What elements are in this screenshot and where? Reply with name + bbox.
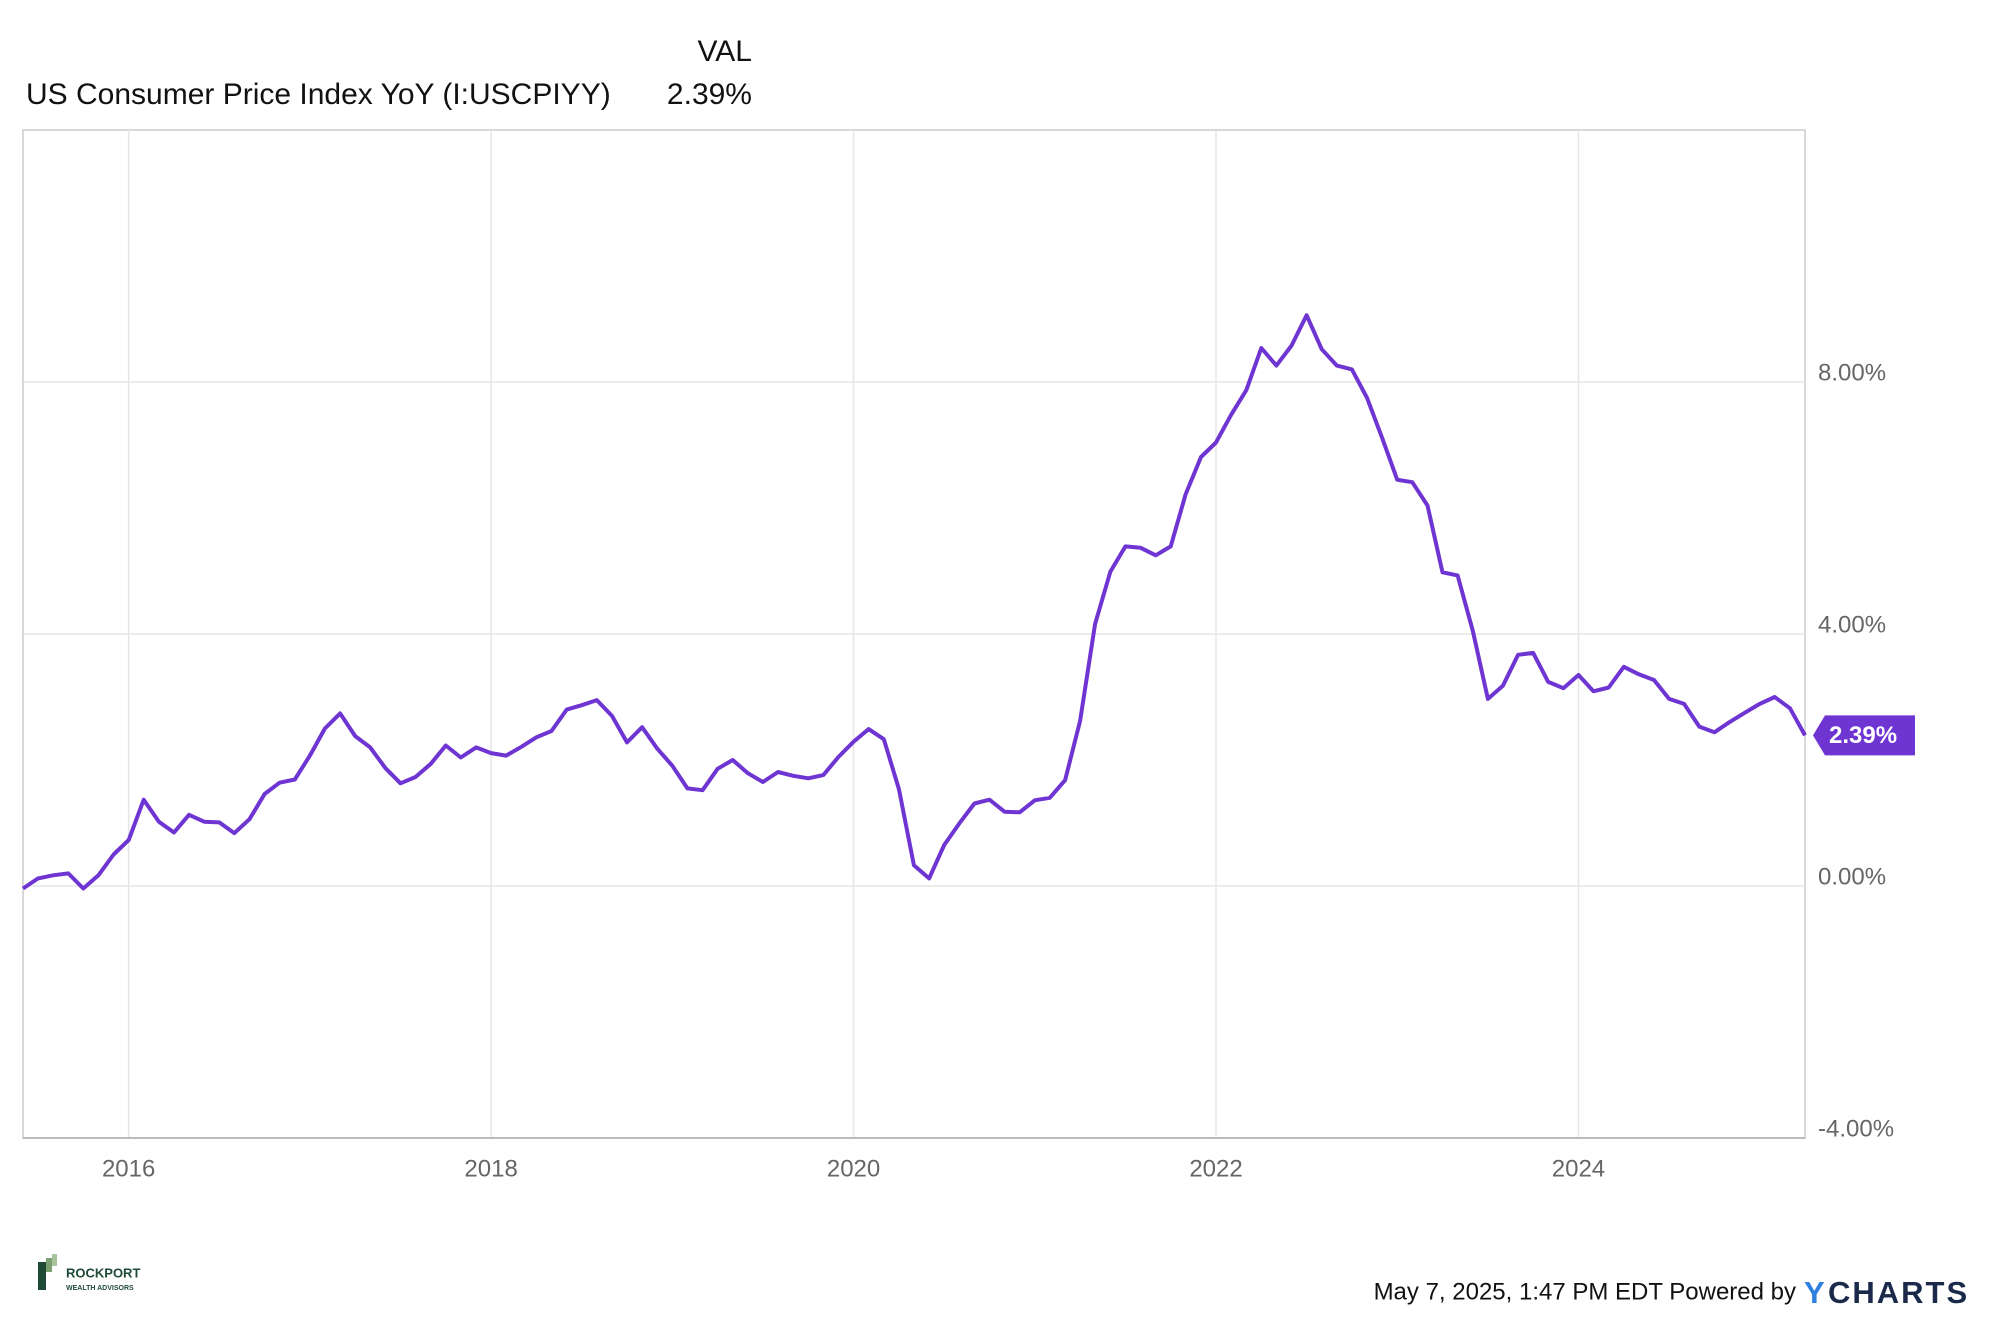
brand-rest: CHARTS bbox=[1828, 1275, 1969, 1310]
y-tick-label: 0.00% bbox=[1818, 863, 1886, 890]
x-tick-label: 2018 bbox=[464, 1155, 517, 1182]
y-tick-label: -4.00% bbox=[1818, 1115, 1894, 1142]
x-tick-label: 2024 bbox=[1552, 1155, 1605, 1182]
series-line bbox=[21, 313, 1807, 891]
logo: ROCKPORT WEALTH ADVISORS bbox=[38, 1254, 140, 1292]
logo-bar bbox=[52, 1254, 57, 1266]
logo-bar bbox=[46, 1258, 52, 1272]
brand-y: Y bbox=[1804, 1275, 1825, 1310]
series-name: US Consumer Price Index YoY (I:USCPIYY) bbox=[26, 78, 611, 111]
y-tick-label: 4.00% bbox=[1818, 611, 1886, 638]
footer: May 7, 2025, 1:47 PM EDT Powered by bbox=[1374, 1278, 1796, 1305]
x-tick-label: 2020 bbox=[827, 1155, 880, 1182]
value-tag bbox=[1813, 715, 1915, 756]
logo-name: ROCKPORT bbox=[66, 1265, 140, 1280]
latest-value: 2.39% bbox=[667, 78, 752, 111]
value-tag-label: 2.39% bbox=[1829, 722, 1897, 749]
x-tick-label: 2022 bbox=[1189, 1155, 1242, 1182]
logo-bar bbox=[38, 1262, 46, 1290]
y-tick-label: 8.00% bbox=[1818, 359, 1886, 386]
x-tick-label: 2016 bbox=[102, 1155, 155, 1182]
header-label: VAL bbox=[698, 35, 752, 68]
logo-sub: WEALTH ADVISORS bbox=[66, 1285, 134, 1292]
